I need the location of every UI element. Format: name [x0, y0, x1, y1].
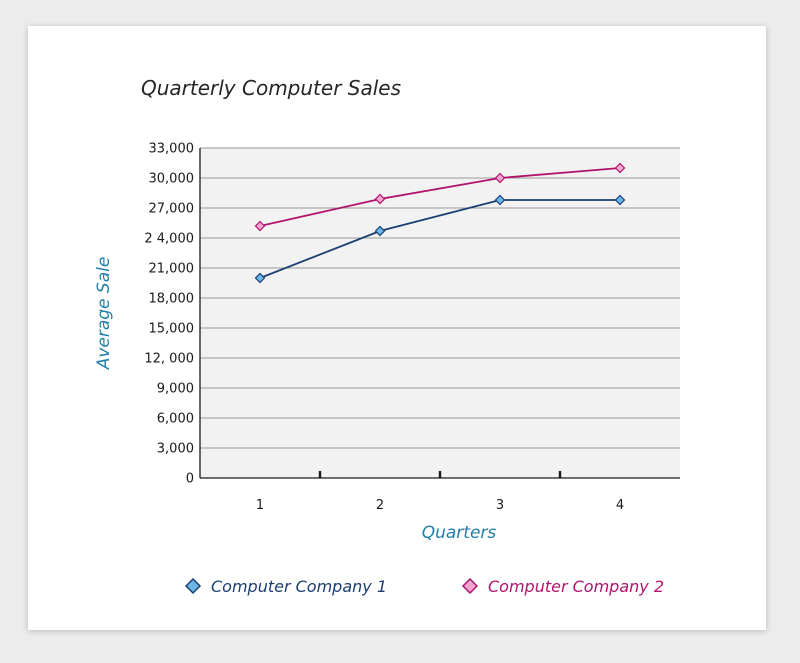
legend-marker [461, 577, 479, 595]
axes [199, 148, 680, 479]
x-tick-label: 3 [496, 498, 504, 513]
legend-marker [184, 577, 202, 595]
data-point-series-1 [494, 194, 506, 206]
series-lines [259, 167, 621, 279]
x-tick-label: 4 [616, 498, 624, 513]
x-tick-labels: 1 2 3 4 [256, 498, 624, 513]
y-tick-label: 2 4,000 [144, 232, 194, 247]
data-point-series-1 [614, 194, 626, 206]
x-axis-label: Quarters [422, 523, 497, 543]
data-point-series-2 [374, 193, 386, 205]
y-tick-label: 33,000 [149, 142, 195, 157]
y-tick-label: 6,000 [157, 412, 194, 427]
series-line-2 [259, 167, 621, 227]
y-tick-label: 9,000 [157, 382, 194, 397]
y-tick-label: 27,000 [149, 202, 195, 217]
plot-area [200, 148, 680, 478]
y-tick-label: 30,000 [149, 172, 195, 187]
y-tick-label: 0 [186, 472, 194, 487]
data-point-series-2 [254, 220, 266, 232]
gridlines [200, 147, 680, 449]
data-point-series-2 [494, 172, 506, 184]
x-tick-label: 2 [376, 498, 384, 513]
data-points [254, 162, 626, 284]
chart-title: Quarterly Computer Sales [141, 76, 401, 100]
legend-label: Computer Company 1 [211, 577, 387, 596]
y-tick-label: 12, 000 [144, 352, 194, 367]
y-tick-label: 3,000 [157, 442, 194, 457]
chart-card: Quarterly Computer Sales 0 3,000 6,000 9,00… [28, 26, 766, 630]
y-tick-label: 21,000 [149, 262, 195, 277]
y-axis-label: Average Sale [94, 257, 114, 371]
series-line-1 [259, 199, 620, 279]
data-point-series-1 [374, 225, 386, 237]
y-tick-label: 15,000 [149, 322, 195, 337]
legend-label: Computer Company 2 [488, 577, 664, 596]
x-tick-label: 1 [256, 498, 264, 513]
legend: Computer Company 1 Computer Company 2 [184, 577, 664, 596]
line-chart: Quarterly Computer Sales 0 3,000 6,000 9,00… [94, 76, 680, 596]
data-point-series-1 [254, 272, 266, 284]
data-point-series-2 [614, 162, 626, 174]
y-tick-label: 18,000 [149, 292, 195, 307]
y-tick-labels: 0 3,000 6,000 9,000 12, 000 15,000 18,000 21,00… [144, 142, 194, 487]
